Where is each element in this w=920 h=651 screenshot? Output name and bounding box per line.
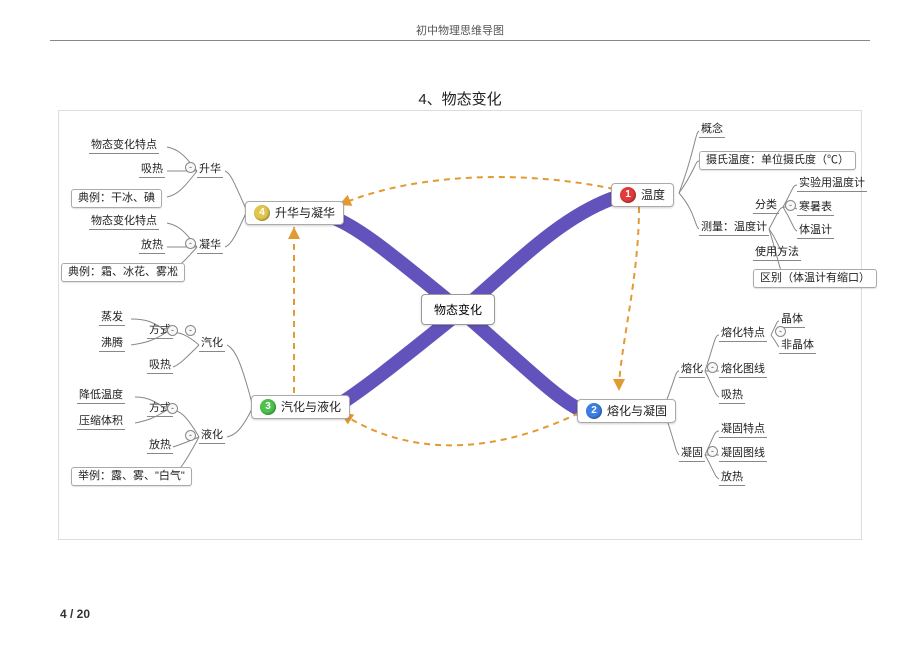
branch-label: 汽化与液化 (281, 400, 341, 414)
branch-b4: 4 升华与凝华 (245, 201, 344, 225)
leaf-node: 蒸发 (99, 311, 125, 326)
leaf-node: 区别（体温计有缩口） (753, 269, 877, 288)
center-label: 物态变化 (434, 303, 482, 317)
collapse-icon: - (185, 430, 196, 441)
leaf-node: 吸热 (147, 359, 173, 374)
leaf-node: 使用方法 (753, 246, 801, 261)
branch-b3: 3 汽化与液化 (251, 395, 350, 419)
collapse-icon: - (167, 403, 178, 414)
leaf-node: 汽化 (199, 337, 225, 352)
leaf-node: 放热 (147, 439, 173, 454)
leaf-node: 升华 (197, 163, 223, 178)
leaf-node: 凝华 (197, 239, 223, 254)
leaf-node: 凝固图线 (719, 447, 767, 462)
collapse-icon: - (185, 238, 196, 249)
branch-b1: 1 温度 (611, 183, 674, 207)
leaf-node: 举例：露、雾、"白气" (71, 467, 192, 486)
leaf-node: 体温计 (797, 224, 834, 239)
center-node: 物态变化 (421, 294, 495, 325)
leaf-node: 熔化特点 (719, 327, 767, 342)
doc-header: 初中物理思维导图 (0, 22, 920, 38)
collapse-icon: - (785, 200, 796, 211)
branch-label: 升华与凝华 (275, 206, 335, 220)
leaf-node: 降低温度 (77, 389, 125, 404)
branch-label: 温度 (641, 188, 665, 202)
leaf-node: 液化 (199, 429, 225, 444)
leaf-node: 寒暑表 (797, 201, 834, 216)
collapse-icon: - (167, 325, 178, 336)
collapse-icon: - (707, 362, 718, 373)
leaf-node: 放热 (139, 239, 165, 254)
leaf-node: 典例：干冰、碘 (71, 189, 162, 208)
leaf-node: 摄氏温度：单位摄氏度（℃） (699, 151, 856, 170)
leaf-node: 非晶体 (779, 339, 816, 354)
leaf-node: 凝固特点 (719, 423, 767, 438)
collapse-icon: - (775, 326, 786, 337)
branch-label: 熔化与凝固 (607, 404, 667, 418)
leaf-node: 吸热 (719, 389, 745, 404)
collapse-icon: - (185, 325, 196, 336)
leaf-node: 放热 (719, 471, 745, 486)
header-divider (50, 40, 870, 41)
leaf-node: 沸腾 (99, 337, 125, 352)
branch-num-icon: 4 (254, 205, 270, 221)
mindmap-canvas: 物态变化 1 温度 2 熔化与凝固 3 汽化与液化 4 升华与凝华 概念摄氏温度：单位摄氏度（… (58, 110, 862, 540)
branch-b2: 2 熔化与凝固 (577, 399, 676, 423)
leaf-node: 物态变化特点 (89, 139, 159, 154)
branch-num-icon: 3 (260, 399, 276, 415)
leaf-node: 熔化 (679, 363, 705, 378)
leaf-node: 吸热 (139, 163, 165, 178)
leaf-node: 压缩体积 (77, 415, 125, 430)
leaf-node: 典例：霜、冰花、雾凇 (61, 263, 185, 282)
leaf-node: 测量：温度计 (699, 221, 769, 236)
leaf-node: 凝固 (679, 447, 705, 462)
branch-num-icon: 2 (586, 403, 602, 419)
collapse-icon: - (707, 446, 718, 457)
collapse-icon: - (185, 162, 196, 173)
leaf-node: 物态变化特点 (89, 215, 159, 230)
leaf-node: 概念 (699, 123, 725, 138)
leaf-node: 熔化图线 (719, 363, 767, 378)
branch-num-icon: 1 (620, 187, 636, 203)
page-number: 4 / 20 (60, 607, 90, 621)
section-title: 4、物态变化 (0, 88, 920, 109)
leaf-node: 分类 (753, 199, 779, 214)
leaf-node: 实验用温度计 (797, 177, 867, 192)
